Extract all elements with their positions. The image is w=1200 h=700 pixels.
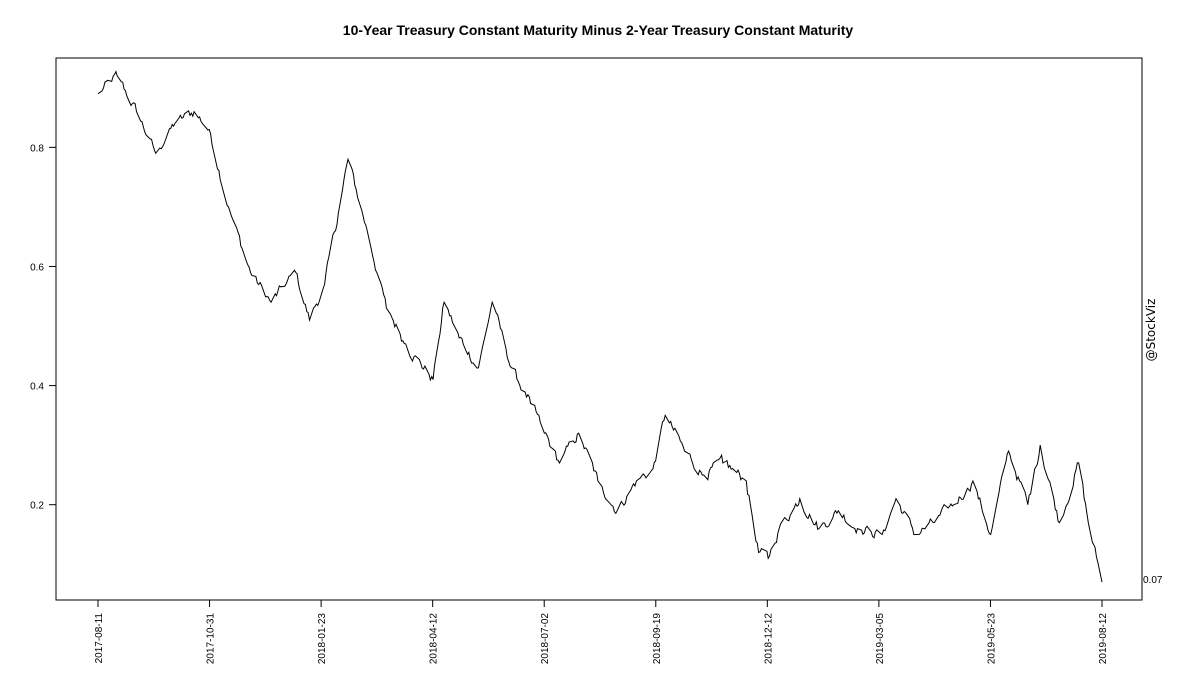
last-value-label: 0.07 bbox=[1143, 575, 1163, 586]
x-tick-label: 2017-08-11 bbox=[94, 613, 105, 664]
y-tick-label: 0.2 bbox=[30, 501, 44, 512]
y-axis: 0.2 0.4 0.6 0.8 bbox=[30, 143, 57, 512]
watermark: @StockViz bbox=[1144, 299, 1158, 362]
y-tick-label: 0.6 bbox=[30, 262, 44, 273]
x-tick-label: 2018-09-19 bbox=[652, 613, 663, 665]
x-axis: 2017-08-11 2017-10-31 2018-01-23 2018-04-12… bbox=[94, 599, 1109, 665]
y-tick-label: 0.4 bbox=[30, 382, 44, 393]
x-tick-label: 2017-10-31 bbox=[206, 613, 217, 665]
x-tick-label: 2018-07-02 bbox=[540, 613, 551, 665]
x-tick-label: 2019-05-23 bbox=[986, 613, 997, 665]
x-tick-label: 2019-03-05 bbox=[875, 613, 886, 665]
plot-frame bbox=[55, 57, 1143, 601]
y-tick-label: 0.8 bbox=[30, 143, 44, 154]
x-tick-label: 2018-12-12 bbox=[763, 613, 774, 665]
series-layer bbox=[97, 70, 1103, 583]
chart-title: 10-Year Treasury Constant Maturity Minus… bbox=[343, 22, 854, 38]
x-tick-label: 2018-01-23 bbox=[317, 613, 328, 665]
x-tick-label: 2019-08-12 bbox=[1098, 613, 1109, 665]
x-tick-label: 2018-04-12 bbox=[429, 613, 440, 665]
series-line-10y-2y bbox=[97, 70, 1103, 583]
